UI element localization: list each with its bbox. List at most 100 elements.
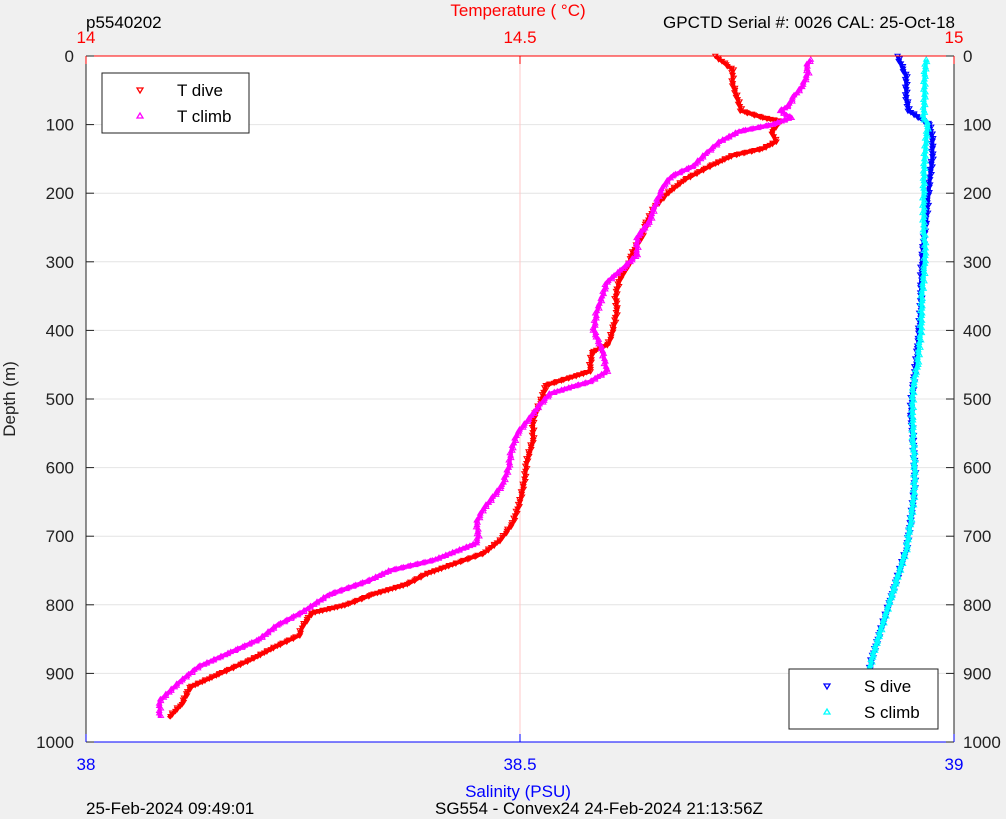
- data-point: [471, 554, 479, 561]
- legend-label: T dive: [177, 81, 223, 100]
- data-point: [502, 471, 510, 478]
- data-point: [310, 601, 318, 607]
- data-point: [504, 469, 512, 475]
- data-point: [598, 352, 606, 359]
- data-point: [920, 255, 928, 261]
- data-point: [636, 228, 644, 235]
- data-point: [565, 376, 573, 382]
- data-point: [921, 270, 929, 276]
- data-point: [803, 62, 811, 69]
- data-point: [692, 160, 700, 167]
- data-point: [723, 63, 731, 70]
- data-point: [236, 662, 244, 669]
- data-point: [920, 229, 928, 235]
- data-point: [741, 109, 749, 115]
- data-point: [418, 559, 426, 566]
- data-point: [663, 178, 671, 185]
- data-point: [807, 56, 815, 62]
- data-point: [699, 168, 707, 174]
- data-point: [907, 521, 915, 528]
- data-point: [910, 454, 918, 460]
- data-point: [214, 654, 222, 661]
- data-point: [901, 553, 909, 560]
- data-point: [317, 596, 325, 603]
- y-tick-label-left: 0: [65, 47, 74, 66]
- data-point: [539, 398, 547, 405]
- data-point: [405, 580, 413, 587]
- data-point: [557, 378, 565, 385]
- data-point: [591, 319, 599, 326]
- data-point: [221, 651, 229, 658]
- data-point: [262, 631, 270, 637]
- data-point: [757, 114, 765, 121]
- data-point: [917, 300, 925, 306]
- data-point: [641, 223, 649, 229]
- data-point: [920, 285, 928, 291]
- data-point: [802, 74, 810, 81]
- data-point: [597, 372, 605, 378]
- data-point: [782, 111, 790, 118]
- data-point: [920, 265, 928, 271]
- data-point: [157, 712, 165, 718]
- data-point: [893, 578, 901, 585]
- data-point: [557, 387, 565, 393]
- data-point: [183, 673, 191, 680]
- data-point: [162, 690, 170, 697]
- data-point: [604, 279, 612, 285]
- y-tick-label-left: 100: [46, 116, 74, 135]
- data-point: [426, 558, 434, 564]
- y-tick-label-left: 600: [46, 459, 74, 478]
- data-point: [876, 631, 884, 637]
- data-point: [719, 137, 727, 143]
- data-point: [919, 295, 927, 301]
- data-point: [921, 109, 929, 115]
- data-point: [911, 494, 919, 500]
- data-point: [591, 322, 599, 328]
- data-point: [918, 194, 926, 201]
- data-point: [320, 594, 328, 600]
- data-point: [907, 411, 915, 418]
- data-point: [905, 534, 913, 540]
- data-point: [713, 141, 721, 148]
- data-point: [388, 586, 396, 592]
- data-point: [909, 414, 917, 421]
- data-point: [157, 697, 165, 704]
- data-point: [479, 551, 487, 557]
- data-point: [155, 699, 163, 706]
- data-point: [626, 258, 634, 265]
- data-point: [600, 360, 608, 367]
- data-point: [729, 131, 737, 138]
- data-point: [748, 149, 756, 155]
- data-point: [207, 657, 215, 664]
- data-point: [592, 333, 600, 340]
- data-point: [693, 171, 701, 178]
- data-point: [269, 645, 277, 652]
- data-point: [227, 648, 235, 655]
- data-point: [201, 678, 209, 685]
- data-point: [878, 626, 886, 633]
- temp-tick-label: 15: [945, 28, 964, 47]
- data-point: [419, 559, 427, 565]
- data-point: [514, 429, 522, 436]
- data-point: [890, 587, 898, 594]
- y-tick-label-right: 500: [963, 390, 991, 409]
- data-point: [676, 181, 684, 188]
- data-point: [916, 351, 924, 358]
- data-point: [682, 177, 690, 183]
- data-point: [338, 603, 346, 610]
- data-point: [525, 414, 533, 420]
- data-point: [512, 437, 520, 443]
- y-tick-label-right: 100: [963, 116, 991, 135]
- grid-lines: [86, 56, 954, 742]
- data-point: [527, 412, 535, 418]
- data-point: [911, 449, 919, 455]
- data-point: [635, 232, 643, 239]
- data-point: [719, 136, 727, 142]
- data-point: [405, 562, 413, 569]
- data-point: [918, 202, 926, 208]
- y-tick-label-right: 0: [963, 47, 972, 66]
- data-point: [755, 147, 763, 154]
- data-point: [908, 384, 916, 391]
- data-point: [919, 272, 927, 279]
- data-point: [540, 395, 548, 402]
